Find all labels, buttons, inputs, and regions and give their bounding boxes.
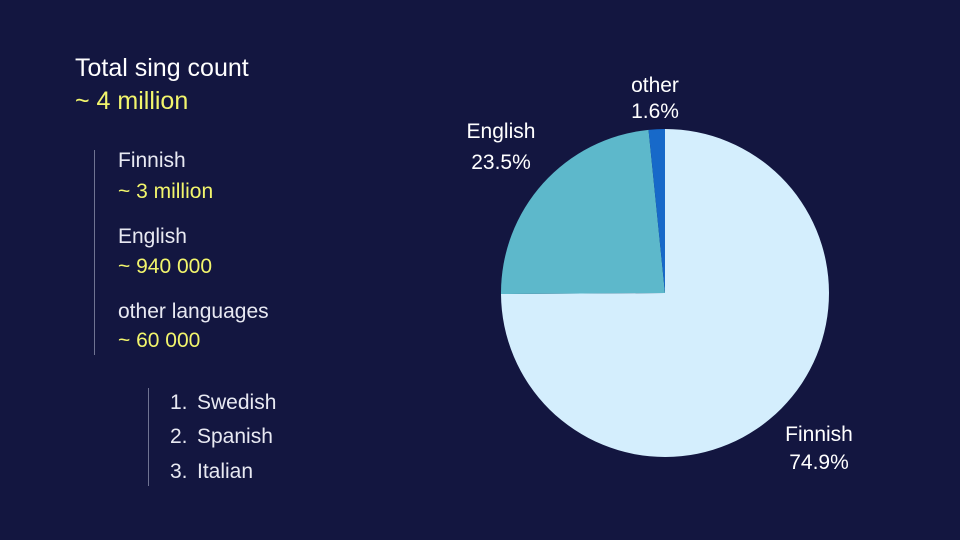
- ranking-number: 3.: [170, 460, 188, 483]
- pie-slice-other: [648, 129, 665, 293]
- ranking-item: 3. Italian: [170, 458, 253, 486]
- pie-slices: [500, 129, 829, 457]
- breakdown-other-label: other languages: [118, 300, 269, 323]
- ranking-label: Italian: [197, 460, 254, 483]
- ranking-number: 1.: [170, 391, 188, 414]
- other-languages-ranking: 1. Swedish 2. Spanish 3. Italian: [148, 388, 349, 486]
- pie-slice-finnish: [501, 129, 829, 457]
- breakdown-finnish-value: ~ 3 million: [118, 180, 214, 203]
- ranking-label: Spanish: [197, 425, 273, 448]
- slice-label-finnish-value: 74.9%: [789, 451, 849, 474]
- breakdown-finnish-label: Finnish: [118, 149, 186, 172]
- ranking-item: 2. Spanish: [170, 423, 273, 451]
- ranking-label: Swedish: [197, 391, 277, 414]
- slice-label-other-value: 1.6%: [631, 100, 679, 123]
- language-breakdown: Finnish ~ 3 million English ~ 940 000 ot…: [94, 149, 355, 355]
- slice-label-finnish-name: Finnish: [785, 423, 853, 446]
- pie-labels: Finnish 74.9% English 23.5% other 1.6%: [467, 74, 853, 474]
- slice-label-other-name: other: [631, 74, 679, 97]
- ranking-item: 1. Swedish: [170, 389, 276, 417]
- pie-slice-english: [500, 129, 665, 295]
- total-count-value: ~ 4 million: [75, 87, 189, 115]
- total-count-label: Total sing count: [75, 54, 249, 82]
- ranking-number: 2.: [170, 425, 188, 448]
- slice-label-english-name: English: [467, 120, 536, 143]
- breakdown-english-label: English: [118, 225, 187, 248]
- slice-label-english-value: 23.5%: [471, 151, 531, 174]
- breakdown-other-value: ~ 60 000: [118, 329, 201, 352]
- breakdown-english-value: ~ 940 000: [118, 255, 213, 278]
